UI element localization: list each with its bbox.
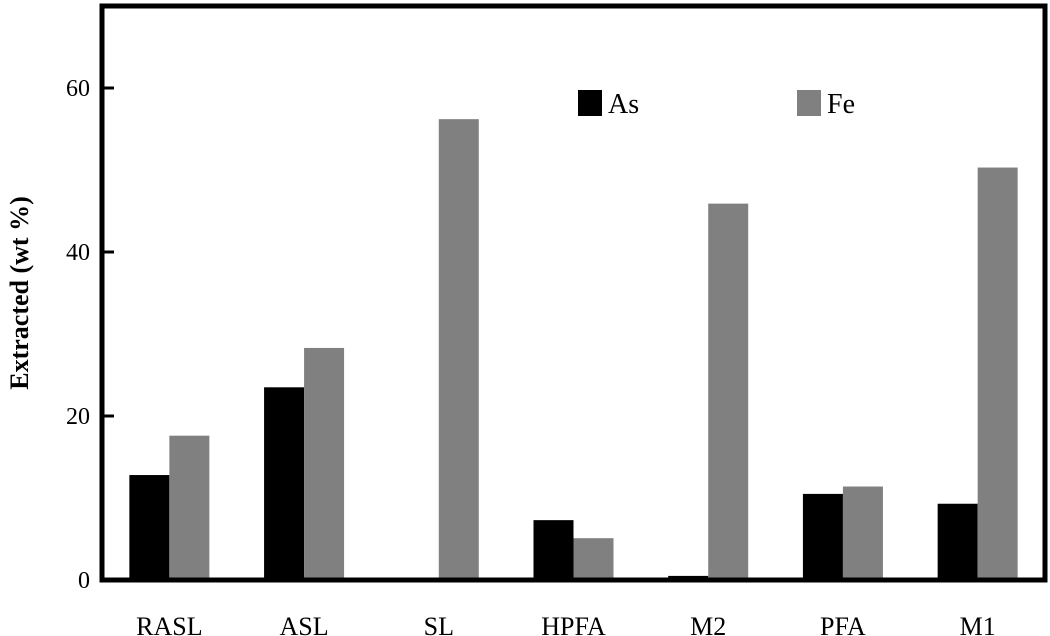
plot-frame: [99, 3, 1048, 583]
x-tick-label: PFA: [820, 612, 866, 636]
bar-fe-m1: [977, 167, 1018, 581]
y-axis-ticks: 0 20 40 60: [66, 76, 114, 594]
bar-as-pfa: [802, 493, 843, 580]
bar-fe-rasl: [169, 435, 210, 580]
y-tick-label: 40: [66, 240, 90, 266]
bar-fe-pfa: [842, 486, 883, 580]
y-axis-label: Extracted (wt %): [5, 196, 34, 390]
legend-label-fe: Fe: [827, 89, 855, 120]
bar-as-hpfa: [533, 520, 574, 580]
x-tick-label: SL: [424, 612, 454, 636]
legend-label-as: As: [608, 89, 639, 120]
x-tick-label: RASL: [136, 612, 202, 636]
x-tick-label: M2: [690, 612, 726, 636]
bar-fe-asl: [304, 347, 345, 580]
bar-as-m1: [937, 503, 978, 580]
y-tick-label: 20: [66, 404, 90, 430]
x-tick-label: ASL: [280, 612, 329, 636]
bar-fe-sl: [438, 119, 479, 580]
bar-as-rasl: [129, 475, 170, 580]
x-tick-label: M1: [960, 612, 996, 636]
x-tick-label: HPFA: [541, 612, 606, 636]
bar-as-asl: [264, 387, 305, 580]
y-tick-label: 0: [78, 568, 90, 594]
legend-swatch-as: [578, 90, 602, 116]
y-tick-label: 60: [66, 76, 90, 102]
bars-group: [129, 119, 1018, 581]
legend-swatch-fe: [797, 90, 821, 116]
bar-fe-m2: [708, 203, 749, 580]
x-axis-labels: RASL ASL SL HPFA M2 PFA M1: [136, 612, 996, 636]
legend: As Fe: [578, 89, 855, 120]
bar-fe-hpfa: [573, 538, 614, 580]
